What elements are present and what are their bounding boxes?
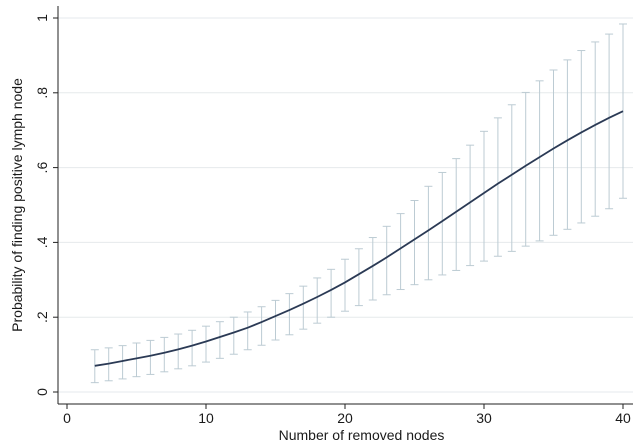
ci-bar: [354, 248, 363, 307]
y-tick-label: .4: [34, 236, 50, 248]
ci-bar: [382, 225, 391, 296]
y-axis-label: Probability of finding positive lymph no…: [9, 78, 25, 332]
ci-bar: [146, 339, 155, 375]
ci-bar: [521, 91, 530, 247]
axes: 0.2.4.6.810 10 20 30 40: [34, 6, 633, 426]
x-tick-label: 40: [615, 410, 631, 426]
ci-bar: [535, 80, 544, 242]
ci-bar: [438, 171, 447, 276]
ci-bar: [160, 336, 169, 373]
ci-bar: [341, 258, 349, 312]
ci-bar: [90, 349, 99, 384]
ci-bar: [257, 306, 266, 346]
ci-bar: [480, 130, 488, 262]
ci-bar: [410, 200, 419, 286]
ci-bar: [243, 311, 252, 351]
ci-bar: [591, 41, 600, 217]
ci-bar: [327, 268, 336, 318]
y-tick-label: .2: [34, 311, 50, 323]
ci-bar: [271, 299, 280, 341]
ci-bar: [619, 23, 627, 199]
x-tick-label: 30: [476, 410, 492, 426]
ci-bar: [507, 104, 516, 252]
ci-bar: [396, 213, 405, 291]
ci-bar: [299, 285, 308, 330]
ci-bar: [605, 33, 614, 210]
ci-bar: [549, 69, 558, 236]
ci-bar: [368, 237, 377, 301]
ci-bar: [229, 316, 238, 355]
ci-bar: [285, 293, 294, 336]
ci-bar: [452, 158, 461, 271]
probability-curve-layer: [94, 110, 624, 367]
grid-lines: [58, 17, 633, 393]
ci-bar: [493, 117, 502, 257]
y-tick-label: .8: [34, 87, 50, 99]
y-tick-label: 1: [34, 14, 50, 22]
ci-bar: [132, 342, 141, 378]
y-tick-label: .6: [34, 162, 50, 174]
x-tick-label: 10: [198, 410, 214, 426]
ci-bar: [202, 325, 210, 363]
probability-curve: [94, 110, 624, 367]
x-axis-label: Number of removed nodes: [279, 427, 445, 443]
ci-bar: [188, 329, 197, 367]
y-tick-label: 0: [34, 388, 50, 396]
ci-bar: [466, 144, 475, 267]
x-tick-label: 20: [337, 410, 353, 426]
ci-bar: [577, 50, 586, 224]
ci-bar: [563, 59, 572, 230]
ci-bar: [118, 345, 127, 380]
ci-bar: [424, 185, 433, 281]
ci-bar: [215, 321, 224, 359]
confidence-intervals: [90, 23, 627, 384]
ci-bar: [174, 333, 183, 370]
ci-bar: [313, 277, 322, 324]
x-tick-label: 0: [63, 410, 71, 426]
